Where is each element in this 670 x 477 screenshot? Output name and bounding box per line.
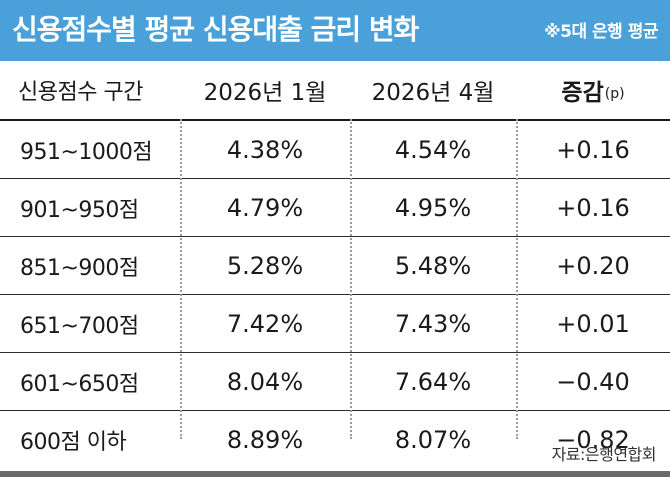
table-row: 951~1000점 4.38% 4.54% +0.16 xyxy=(0,121,670,179)
bottom-divider xyxy=(0,471,670,477)
jan-rate-cell: 8.89% xyxy=(226,425,304,454)
change-cell: +0.01 xyxy=(556,309,630,338)
column-header-apr: 2026년 4월 xyxy=(371,80,495,106)
column-header-change-unit: (p) xyxy=(604,86,625,102)
score-range-cell: 851~900점 xyxy=(20,255,139,281)
table-row: 601~650점 8.04% 7.64% −0.40 xyxy=(0,353,670,411)
jan-rate-cell: 4.79% xyxy=(226,193,304,222)
column-divider xyxy=(180,119,182,439)
score-range-cell: 951~1000점 xyxy=(20,139,153,165)
source-credit: 자료:은행연합회 xyxy=(551,445,657,464)
column-header-change: 증감 (p) xyxy=(516,61,670,119)
table-header-row: 신용점수 구간 2026년 1월 2026년 4월 증감 (p) xyxy=(0,61,670,121)
column-divider xyxy=(516,119,518,439)
jan-rate-cell: 5.28% xyxy=(226,251,304,280)
header-note: ※5대 은행 평균 xyxy=(544,22,658,42)
score-range-cell: 600점 이하 xyxy=(20,429,127,455)
header-banner: 신용점수별 평균 신용대출 금리 변화 ※5대 은행 평균 xyxy=(0,0,670,61)
change-cell: +0.20 xyxy=(556,251,630,280)
apr-rate-cell: 5.48% xyxy=(394,251,472,280)
column-header-score-range: 신용점수 구간 xyxy=(18,80,143,105)
jan-rate-cell: 8.04% xyxy=(226,367,304,396)
jan-rate-cell: 7.42% xyxy=(226,309,304,338)
change-cell: −0.82 xyxy=(556,425,630,454)
score-range-cell: 601~650점 xyxy=(20,371,139,397)
table-row: 851~900점 5.28% 5.48% +0.20 xyxy=(0,237,670,295)
table-row: 651~700점 7.42% 7.43% +0.01 xyxy=(0,295,670,353)
change-cell: +0.16 xyxy=(556,193,630,222)
apr-rate-cell: 8.07% xyxy=(394,425,472,454)
change-cell: +0.16 xyxy=(556,135,630,164)
change-cell: −0.40 xyxy=(556,367,630,396)
table-row: 600점 이하 8.89% 8.07% −0.82 xyxy=(0,411,670,468)
column-header-jan: 2026년 1월 xyxy=(203,80,327,106)
apr-rate-cell: 4.95% xyxy=(394,193,472,222)
column-divider xyxy=(350,119,352,439)
page-title: 신용점수별 평균 신용대출 금리 변화 xyxy=(12,13,419,46)
apr-rate-cell: 7.43% xyxy=(394,309,472,338)
apr-rate-cell: 4.54% xyxy=(394,135,472,164)
table-row: 901~950점 4.79% 4.95% +0.16 xyxy=(0,179,670,237)
jan-rate-cell: 4.38% xyxy=(226,135,304,164)
score-range-cell: 651~700점 xyxy=(20,313,139,339)
apr-rate-cell: 7.64% xyxy=(394,367,472,396)
rate-table: 신용점수 구간 2026년 1월 2026년 4월 증감 (p) 951~1000… xyxy=(0,61,670,468)
score-range-cell: 901~950점 xyxy=(20,197,139,223)
column-header-change-label: 증감 xyxy=(561,80,604,106)
